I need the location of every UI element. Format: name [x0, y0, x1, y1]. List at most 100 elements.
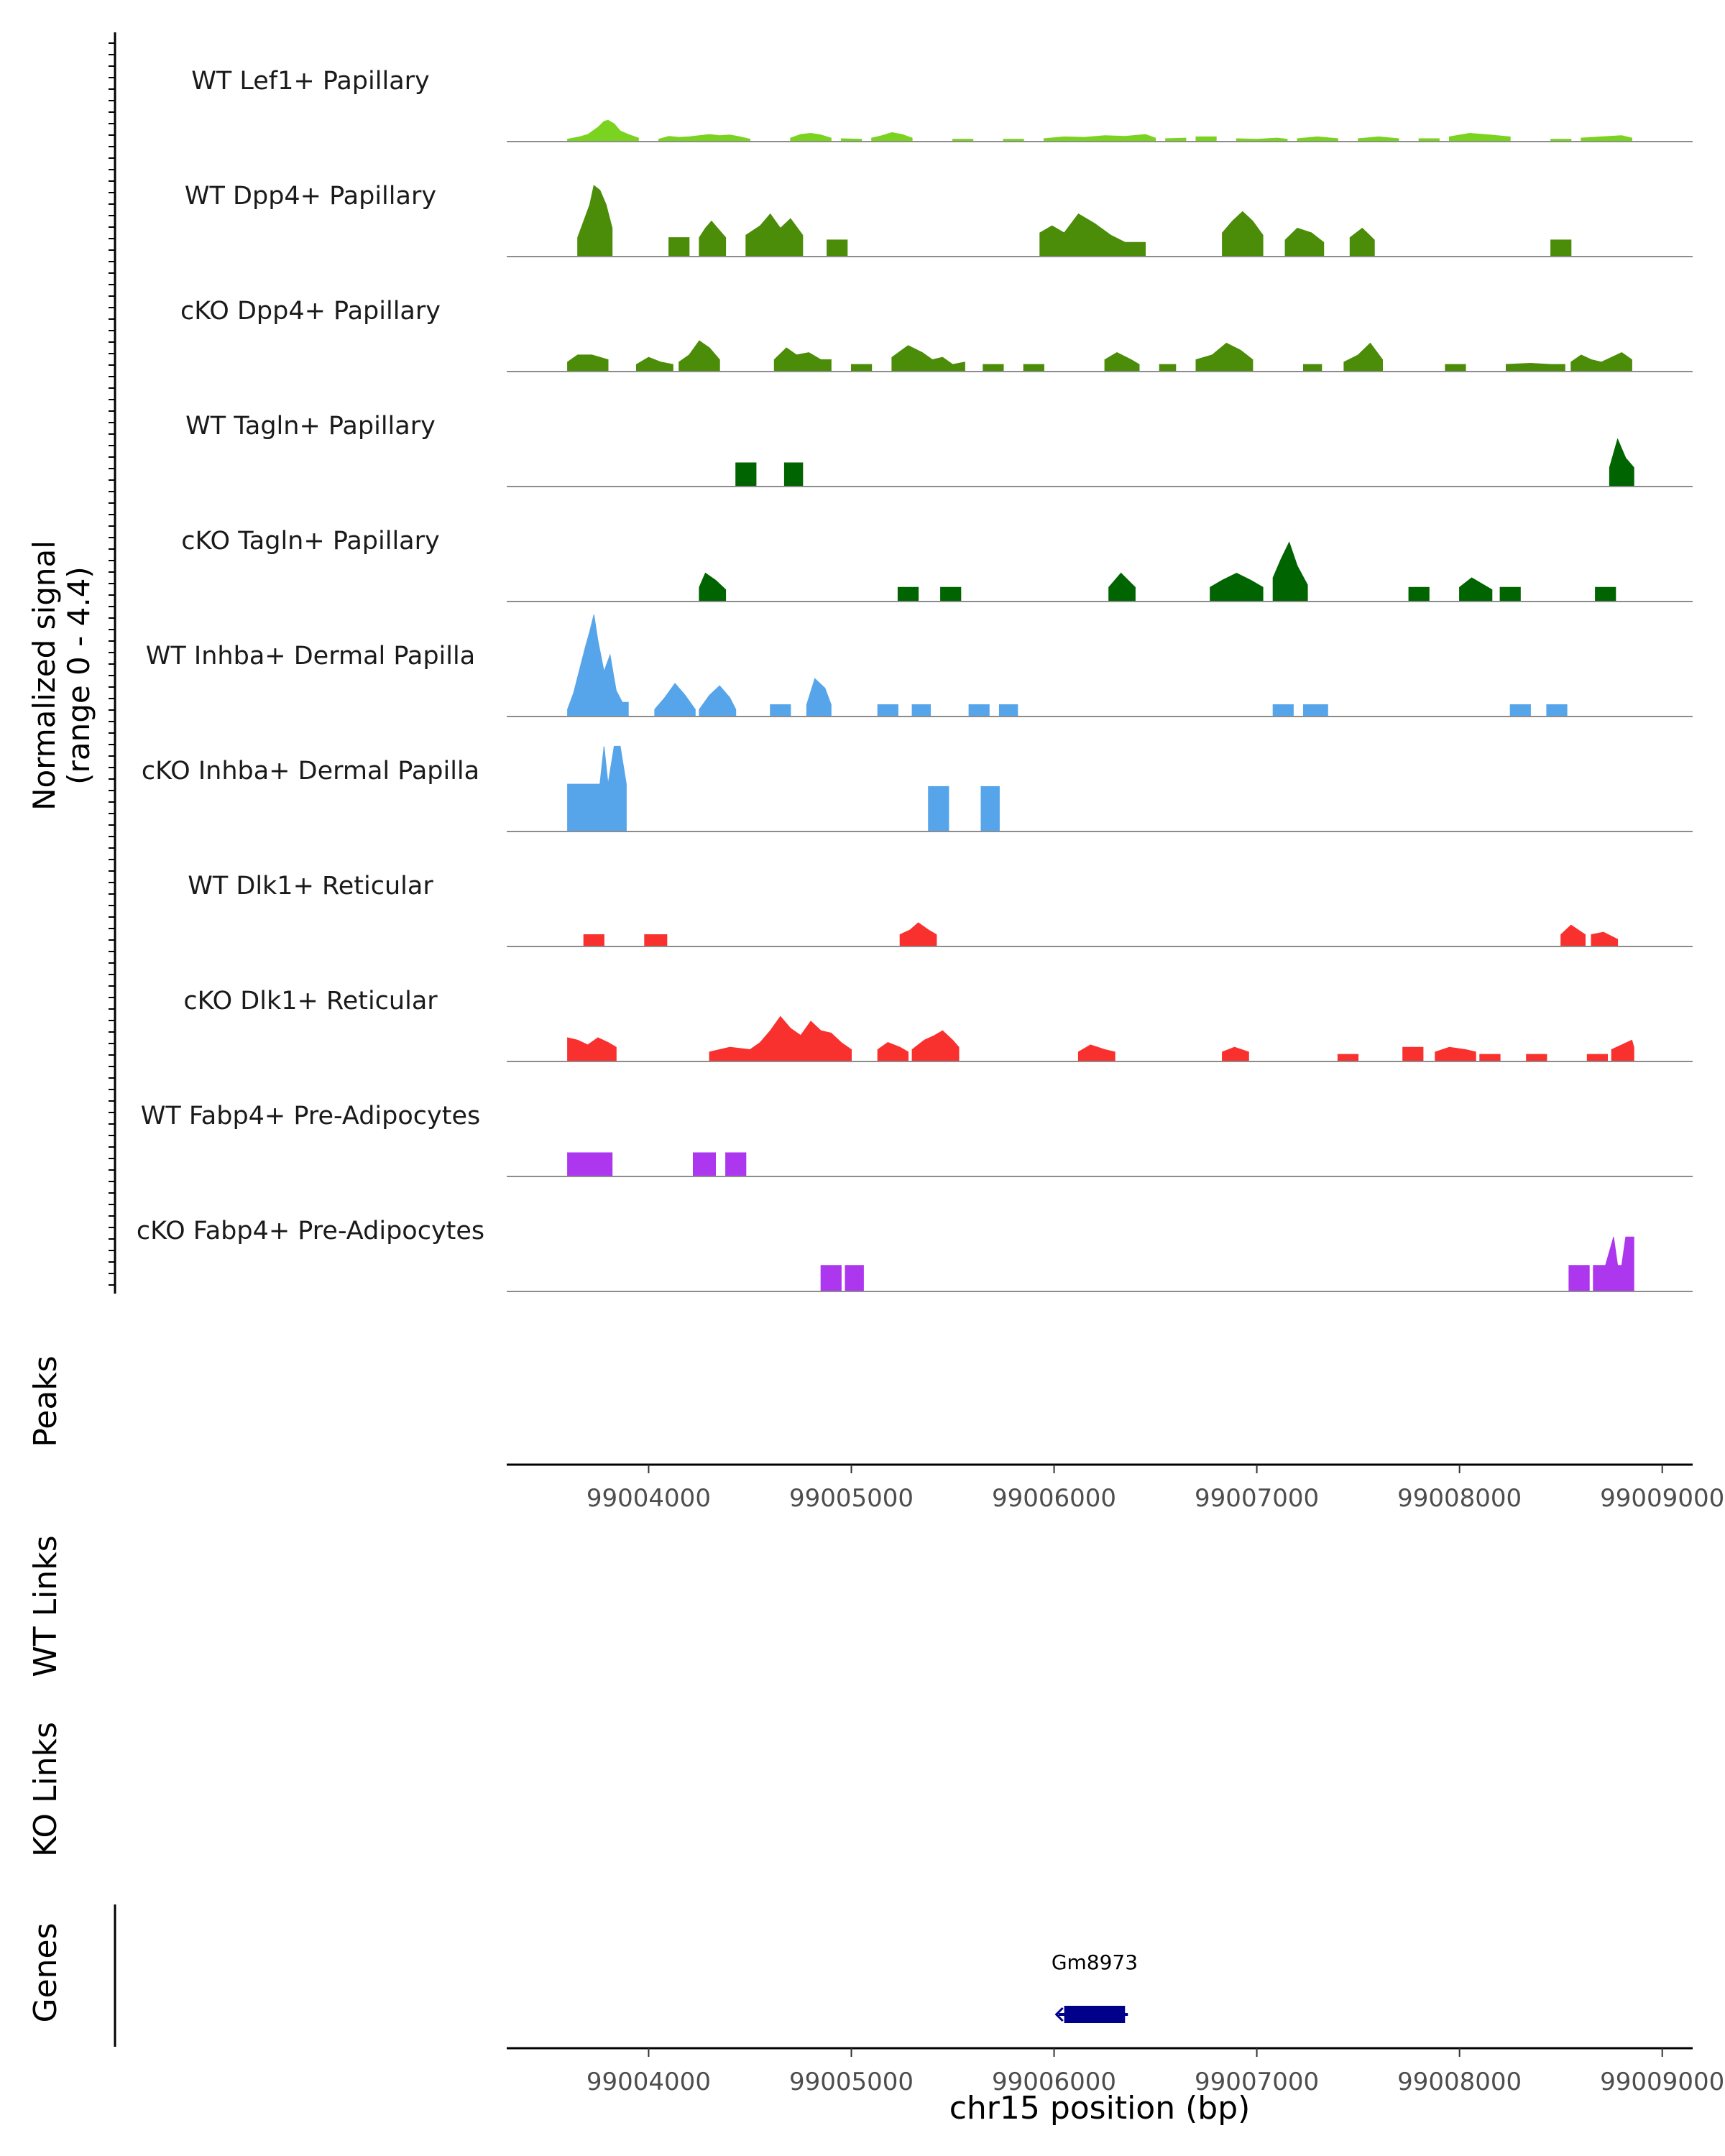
signal-area	[693, 1152, 716, 1177]
x-tick-label: 99007000	[1195, 1484, 1319, 1513]
x-tick-label: 99006000	[992, 1484, 1116, 1513]
signal-area	[897, 586, 919, 602]
signal-area	[725, 1152, 747, 1177]
track-label: WT Inhba+ Dermal Papilla	[146, 642, 475, 671]
gene-label: Gm8973	[1052, 1950, 1138, 1974]
signal-area	[1023, 364, 1044, 372]
signal-area	[1195, 342, 1254, 372]
signal-area	[1509, 704, 1531, 717]
signal-area	[871, 132, 913, 142]
signal-area	[1303, 364, 1322, 372]
signal-area	[928, 786, 949, 832]
signal-area	[790, 132, 832, 142]
signal-area	[1593, 1236, 1634, 1292]
signal-area	[998, 704, 1018, 717]
x-tick-label: 99009000	[1600, 1484, 1724, 1513]
x-tick-label: 99006000	[992, 2068, 1116, 2096]
track-cko-inhba-dermal-papilla: cKO Inhba+ Dermal Papilla	[142, 745, 1693, 832]
signal-area	[1611, 1039, 1634, 1062]
signal-area	[567, 614, 629, 717]
signal-area	[770, 704, 791, 717]
signal-area	[1337, 1054, 1359, 1062]
peaks-label: Peaks	[27, 1355, 64, 1447]
track-label: WT Dpp4+ Papillary	[185, 182, 436, 211]
track-label: WT Tagln+ Papillary	[185, 412, 436, 441]
signal-area	[1039, 213, 1146, 257]
track-label: cKO Dlk1+ Reticular	[183, 987, 438, 1015]
signal-area	[1408, 586, 1430, 602]
signal-area	[1222, 211, 1264, 257]
signal-area	[1609, 438, 1634, 487]
signal-area	[1077, 1044, 1116, 1062]
signal-area	[745, 213, 804, 257]
track-cko-dlk1-reticular: cKO Dlk1+ Reticular	[183, 987, 1693, 1062]
signal-area	[567, 354, 609, 372]
signal-area	[567, 119, 639, 142]
signal-area	[567, 1037, 617, 1062]
signal-area	[658, 134, 750, 142]
x-tick-label: 99005000	[789, 2068, 914, 2096]
track-cko-dpp4-papillary: cKO Dpp4+ Papillary	[180, 297, 1693, 372]
x-tick-label: 99004000	[586, 1484, 711, 1513]
signal-area	[1435, 1046, 1476, 1062]
signal-area	[1210, 572, 1264, 602]
signal-area	[1449, 132, 1511, 142]
signal-area	[1546, 704, 1568, 717]
x-tick-label: 99009000	[1600, 2068, 1724, 2096]
x-tick-label: 99008000	[1397, 1484, 1522, 1513]
signal-area	[1570, 352, 1632, 372]
genes-label: Genes	[27, 1922, 64, 2022]
signal-area	[678, 340, 720, 372]
signal-area	[1499, 586, 1521, 602]
y-axis-title-line1: Normalized signal	[27, 540, 62, 811]
signal-area	[1303, 704, 1328, 717]
gene-track: Gm8973	[1052, 1950, 1138, 2023]
signal-area	[644, 934, 668, 947]
track-cko-fabp4-pre-adipocytes: cKO Fabp4+ Pre-Adipocytes	[137, 1217, 1693, 1292]
wt-links-label: WT Links	[27, 1535, 64, 1677]
signal-area	[891, 345, 965, 372]
signal-area	[567, 1152, 613, 1177]
signal-area	[845, 1265, 864, 1292]
signal-area	[1284, 227, 1325, 257]
y-axis-ticks	[109, 42, 115, 1286]
signal-area	[940, 586, 962, 602]
signal-area	[1159, 364, 1177, 372]
signal-area	[806, 678, 832, 717]
signal-area	[1506, 362, 1565, 372]
signal-area	[820, 1265, 842, 1292]
x-axis-title: chr15 position (bp)	[949, 2090, 1251, 2127]
signal-area	[1560, 924, 1586, 947]
ko-links-label: KO Links	[27, 1722, 64, 1857]
signal-area	[911, 1030, 960, 1062]
signal-area	[968, 704, 990, 717]
signal-area	[783, 462, 804, 487]
track-label: cKO Tagln+ Papillary	[181, 527, 440, 556]
signal-area	[1402, 1046, 1424, 1062]
signal-area	[699, 220, 727, 257]
gene-exon	[1064, 2006, 1126, 2023]
track-wt-inhba-dermal-papilla: WT Inhba+ Dermal Papilla	[146, 614, 1693, 717]
signal-area	[1459, 577, 1493, 602]
track-label: cKO Fabp4+ Pre-Adipocytes	[137, 1217, 484, 1245]
coverage-tracks: WT Lef1+ Papillary WT Dpp4+ Papillary cKO …	[137, 67, 1693, 1292]
track-label: cKO Inhba+ Dermal Papilla	[142, 757, 479, 786]
x-tick-label: 99004000	[586, 2068, 711, 2096]
signal-area	[699, 572, 727, 602]
signal-area	[1568, 1265, 1590, 1292]
signal-area	[899, 922, 937, 947]
signal-area	[877, 704, 898, 717]
track-wt-dpp4-papillary: WT Dpp4+ Papillary	[185, 182, 1693, 257]
x-tick-label: 99007000	[1195, 2068, 1319, 2096]
signal-area	[709, 1015, 852, 1062]
signal-area	[583, 934, 604, 947]
strand-arrow-icon	[1054, 2007, 1064, 2022]
track-label: cKO Dpp4+ Papillary	[180, 297, 441, 326]
track-label: WT Lef1+ Papillary	[191, 67, 430, 96]
signal-area	[1479, 1054, 1501, 1062]
signal-area	[851, 364, 873, 372]
signal-area	[983, 364, 1004, 372]
signal-area	[980, 786, 1000, 832]
signal-area	[1445, 364, 1466, 372]
